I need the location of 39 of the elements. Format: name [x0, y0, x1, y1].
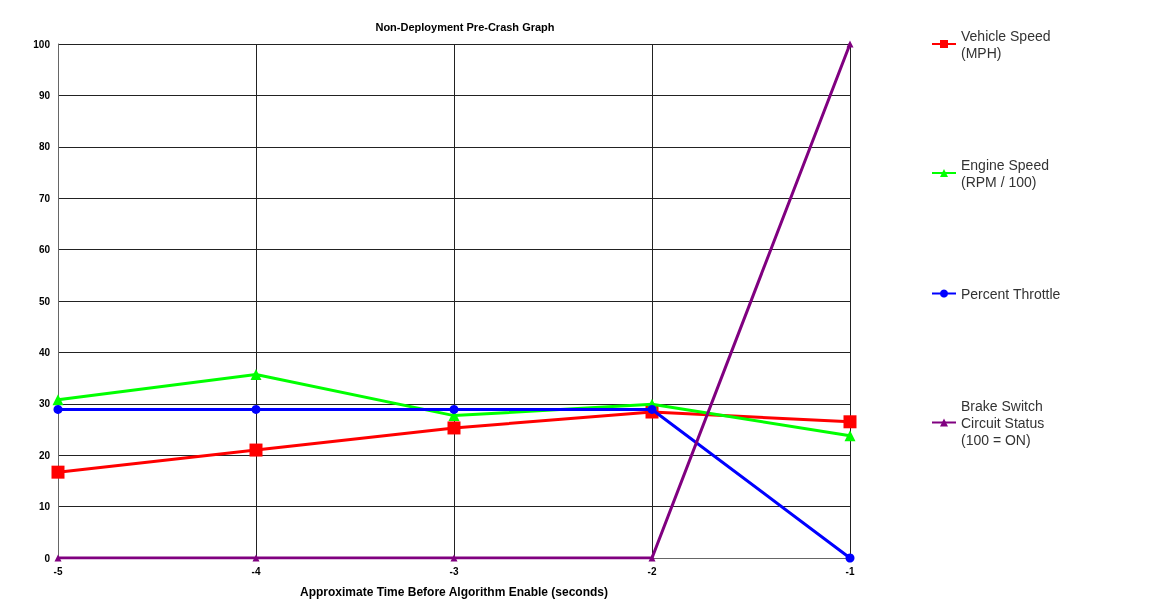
y-tick-label: 10: [38, 501, 51, 513]
point: [647, 404, 657, 414]
point: [54, 554, 62, 562]
y-tick-label: 60: [38, 244, 51, 256]
x-tick-label: -3: [449, 565, 459, 577]
point: [843, 415, 857, 429]
point: [449, 404, 459, 414]
y-tick-label: 70: [38, 192, 51, 204]
point: [450, 554, 458, 562]
point: [53, 404, 63, 414]
point: [52, 394, 64, 406]
chart-title: Non-Deployment Pre-Crash Graph: [375, 20, 555, 33]
y-tick-label: 30: [38, 398, 51, 410]
point: [845, 553, 855, 563]
point: [251, 404, 261, 414]
point: [846, 40, 854, 48]
y-tick-label: 50: [38, 295, 51, 307]
point: [447, 421, 461, 435]
legend-label: Engine Speed (RPM / 100): [961, 156, 1053, 190]
x-axis-title: Approximate Time Before Algorithm Enable (seconds): [299, 585, 609, 599]
point: [252, 554, 260, 562]
point: [648, 554, 656, 562]
y-tick-label: 90: [38, 89, 51, 101]
y-tick-label: 100: [33, 38, 51, 50]
x-tick-label: -1: [845, 565, 855, 577]
point: [51, 465, 65, 479]
point: [249, 443, 263, 457]
y-tick-label: 0: [44, 552, 51, 564]
point: [844, 430, 856, 442]
legend-label: Brake Switch Circuit Status (100 = ON): [961, 397, 1049, 448]
point: [250, 369, 262, 380]
legend-label: Percent Throttle: [961, 285, 1061, 302]
x-tick-label: -4: [251, 565, 261, 577]
y-tick-label: 20: [38, 449, 51, 461]
legend-label: Vehicle Speed (MPH): [961, 27, 1055, 61]
x-tick-label: -5: [53, 565, 63, 577]
y-tick-label: 80: [38, 141, 51, 153]
x-tick-label: -2: [647, 565, 657, 577]
y-tick-label: 40: [38, 346, 51, 358]
